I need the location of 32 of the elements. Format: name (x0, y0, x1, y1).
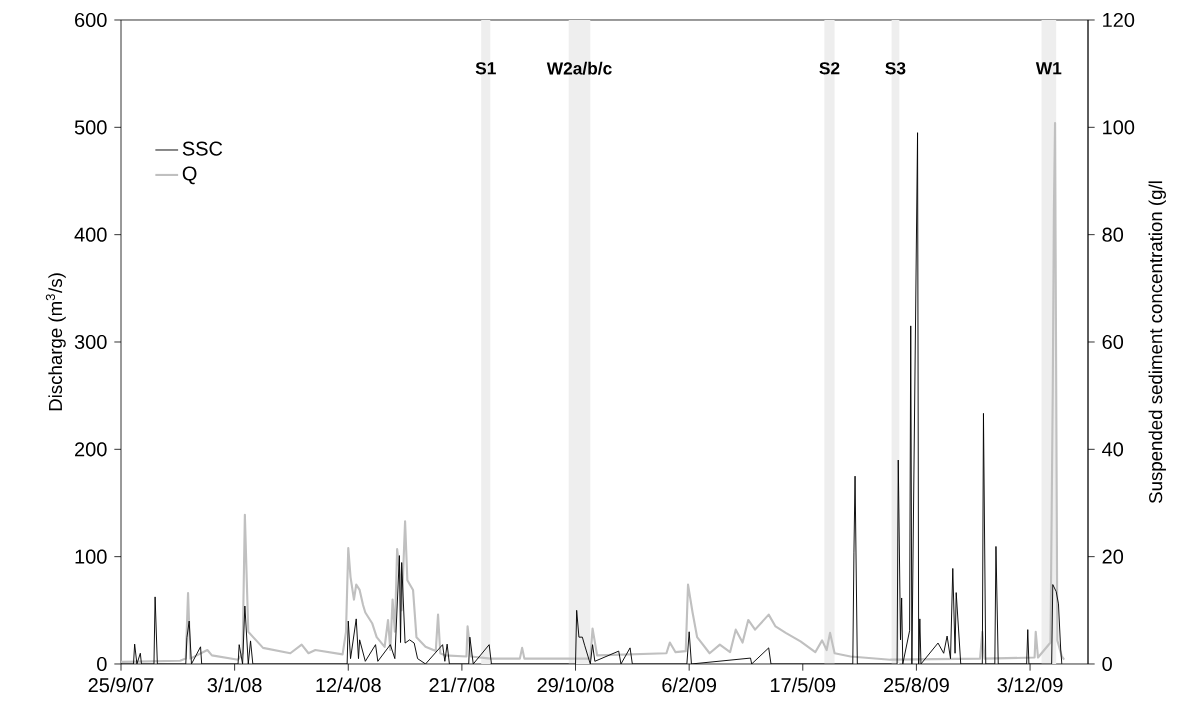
x-tick-label: 29/10/08 (537, 677, 614, 693)
y-axis-title: Discharge (m$^{3}$/s) (45, 273, 66, 411)
y2-tick-label: 100 (1103, 120, 1135, 135)
legend-label: SSC (182, 141, 223, 156)
band-label: W1 (1035, 62, 1062, 75)
band-label: S3 (885, 62, 906, 75)
x-tick-label: 3/1/08 (207, 677, 262, 693)
y2-tick-label: 80 (1102, 227, 1124, 242)
y2-axis-title: Suspended sediment concentration (g/l (1148, 181, 1166, 504)
x-tick-label: 25/9/07 (88, 677, 154, 693)
y2-tick-label: 40 (1102, 442, 1124, 457)
band-label: S2 (819, 62, 840, 75)
x-tick-label: 3/12/09 (997, 677, 1063, 693)
y-tick-label: 0 (97, 656, 107, 672)
y2-tick-label: 20 (1102, 549, 1124, 564)
x-tick-label: 21/7/08 (429, 677, 495, 693)
y2-tick-label: 0 (1102, 656, 1112, 672)
y-tick-label: 100 (75, 549, 107, 564)
x-tick-label: 6/2/09 (662, 677, 716, 693)
y-tick-label: 400 (74, 227, 107, 242)
legend-label: Q (182, 166, 197, 185)
y-tick-label: 600 (75, 12, 107, 28)
y2-tick-label: 120 (1103, 12, 1135, 28)
y2-tick-label: 60 (1102, 334, 1124, 350)
x-tick-label: 12/4/08 (316, 677, 381, 693)
x-tick-label: 25/8/09 (884, 677, 949, 693)
y-tick-label: 200 (75, 442, 107, 457)
y-tick-label: 500 (74, 120, 107, 135)
band-label: S1 (475, 62, 496, 75)
band-label: W2a/b/c (546, 61, 612, 75)
x-tick-label: 17/5/09 (770, 677, 836, 693)
y-tick-label: 300 (74, 334, 107, 350)
